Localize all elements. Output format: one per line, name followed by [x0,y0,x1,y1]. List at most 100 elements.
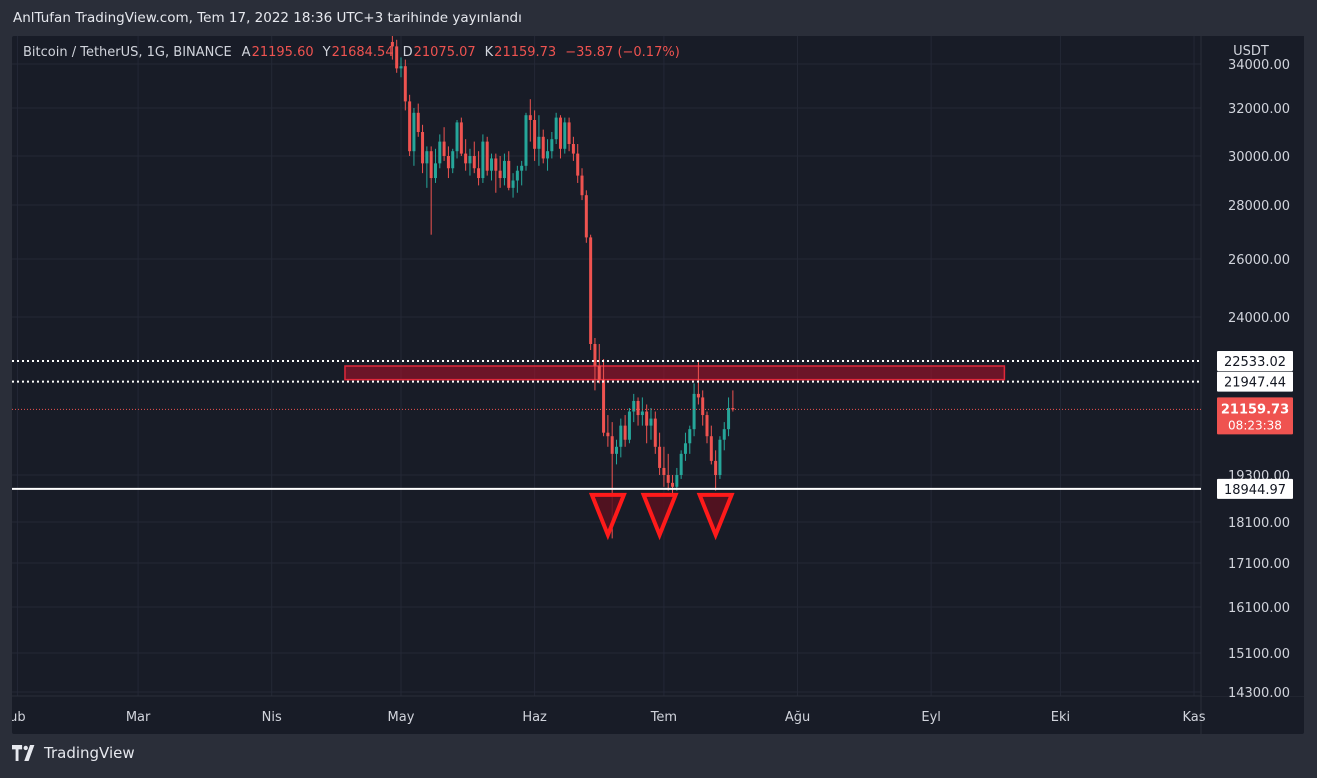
bottom-marker-triangle [696,492,735,541]
tradingview-brand[interactable]: TradingView [44,744,135,762]
change-value: −35.87 (−0.17%) [565,45,680,60]
candle-body [494,158,498,171]
candle-body [395,46,399,69]
chart-area[interactable]: 34000.00 32000.00 30000.00 28000.00 26000.00… [12,36,1304,734]
candle-body [498,170,502,179]
candle-body [584,195,588,238]
candle-body [554,117,558,140]
candle-body [696,393,700,398]
candle-body [645,411,649,426]
candle-body [490,158,494,171]
candle-body [541,136,545,159]
candle-body [632,400,636,412]
time-tick-label: May [388,710,415,725]
open-label: A [241,45,251,60]
candle-body [446,156,450,169]
candle-body [464,153,468,164]
candle-body [563,122,567,149]
close-label: K [484,45,494,60]
publication-header: AnlTufan TradingView.com, Tem 17, 2022 1… [13,10,522,26]
candle-body [546,151,550,159]
candle-body [455,122,459,152]
level-badge-label: 18944.97 [1224,483,1286,498]
candle-body [429,151,433,179]
time-tick-label: ub [12,710,26,725]
chart-svg[interactable]: 34000.00 32000.00 30000.00 28000.00 26000.00… [12,36,1304,734]
low-value: 21075.07 [413,45,476,60]
candle-body [507,160,511,188]
candle-body [403,66,407,102]
candle-body [653,418,657,447]
bottom-marker-triangle [640,492,679,541]
countdown-label: 08:23:38 [1228,418,1282,432]
candle-body [722,429,726,440]
candle-body [576,153,580,176]
candle-body [683,443,687,454]
candle-body [727,408,731,430]
candle-body [468,156,472,164]
open-value: 21195.60 [251,45,314,60]
tradingview-logo-icon[interactable] [12,745,38,761]
candle-body [408,101,412,152]
candle-body [477,168,481,179]
candle-body [580,175,584,196]
high-value: 21684.54 [331,45,394,60]
candle-body [679,453,683,475]
price-tick-label: 26000.00 [1228,253,1290,268]
candle-body [692,393,696,430]
candle-body [602,379,606,433]
level-badge [1217,351,1293,371]
time-tick-label: Haz [522,710,547,725]
last-price-label: 21159.73 [1221,402,1289,417]
candle-body [636,400,640,416]
candle-body [511,180,515,188]
price-tick-label: 32000.00 [1228,102,1290,117]
candle-body [459,122,463,154]
candle-body [649,418,653,426]
price-tick-label: 18100.00 [1228,516,1290,531]
candle-body [623,425,627,440]
footer: TradingView [12,744,135,762]
price-tick-label: 14300.00 [1228,686,1290,701]
candle-body [658,446,662,468]
time-tick-label: Eki [1051,710,1070,725]
candle-body [662,467,666,475]
candle-body [524,115,528,166]
candle-body [451,151,455,169]
candle-body [714,460,718,475]
symbol-legend: Bitcoin / TetherUS, 1G, BINANCE A 21195.… [23,45,680,60]
candle-body [666,475,670,483]
candle-body [615,446,618,454]
candle-body [709,436,713,461]
last-price-badge [1217,397,1293,435]
price-tick-label: 16100.00 [1228,601,1290,616]
candle-body [515,170,519,181]
price-tick-label: 30000.00 [1228,150,1290,165]
level-badge [1217,371,1293,392]
candle-body [438,141,442,164]
candle-body [567,122,571,144]
candle-body [571,144,575,154]
resistance-zone [344,365,1006,381]
level-badge-label: 21947.44 [1224,376,1286,391]
candle-body [537,136,541,149]
candle-body [718,439,722,475]
symbol-name[interactable]: Bitcoin / TetherUS, 1G, BINANCE [23,45,232,60]
candle-body [421,132,425,164]
candle-body [606,432,610,437]
time-tick-label: Kas [1183,710,1206,725]
candle-body [627,411,631,440]
candle-body [619,425,623,447]
candle-body [485,141,489,171]
candle-body [640,411,644,416]
candle-body [558,117,562,149]
time-tick-label: Nis [262,710,282,725]
candle-body [425,151,429,164]
price-tick-label: 15100.00 [1228,647,1290,662]
close-value: 21159.73 [494,45,557,60]
time-tick-label: Eyl [921,710,941,725]
candle-body [593,343,597,366]
candle-body [610,436,614,454]
price-tick-label: 28000.00 [1228,199,1290,214]
candle-body [731,408,735,410]
